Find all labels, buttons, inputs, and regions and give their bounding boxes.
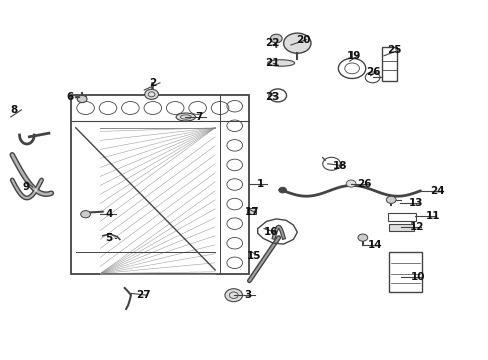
Ellipse shape (267, 60, 294, 66)
Text: 26: 26 (356, 179, 371, 189)
Bar (382, 47, 396, 81)
Text: 7: 7 (195, 112, 203, 122)
Text: 1: 1 (256, 179, 264, 189)
Bar (387, 213, 415, 221)
Circle shape (270, 34, 282, 43)
Text: 24: 24 (429, 186, 444, 196)
Text: 14: 14 (367, 240, 382, 250)
Circle shape (283, 33, 310, 53)
Text: 20: 20 (295, 35, 310, 45)
Text: 13: 13 (407, 198, 422, 208)
Bar (71, 95, 249, 274)
Text: 8: 8 (11, 105, 18, 115)
Text: 15: 15 (246, 251, 261, 261)
Bar (388, 252, 421, 292)
Text: 2: 2 (149, 78, 156, 88)
Circle shape (77, 95, 87, 103)
Bar (246, 208, 255, 214)
Text: 5: 5 (105, 233, 112, 243)
Circle shape (81, 211, 90, 218)
Circle shape (357, 234, 367, 241)
Circle shape (278, 187, 286, 193)
Text: 21: 21 (264, 58, 279, 68)
Text: 17: 17 (244, 207, 259, 217)
Ellipse shape (176, 113, 195, 121)
Text: 16: 16 (264, 227, 278, 237)
Text: 23: 23 (265, 92, 280, 102)
Text: 11: 11 (425, 211, 439, 221)
Text: 9: 9 (22, 182, 29, 192)
Circle shape (144, 89, 158, 99)
Text: 22: 22 (265, 38, 280, 48)
Text: 26: 26 (365, 67, 380, 77)
Bar (388, 224, 413, 231)
Text: 19: 19 (346, 51, 361, 61)
Text: 27: 27 (136, 290, 150, 300)
Text: 18: 18 (332, 161, 346, 171)
Circle shape (386, 196, 395, 203)
Text: 4: 4 (105, 209, 112, 219)
Text: 25: 25 (386, 45, 401, 55)
Circle shape (224, 289, 242, 302)
Text: 6: 6 (66, 92, 73, 102)
Text: 10: 10 (410, 272, 425, 282)
Text: 3: 3 (244, 290, 251, 300)
Text: 12: 12 (409, 222, 424, 232)
Circle shape (346, 180, 355, 187)
